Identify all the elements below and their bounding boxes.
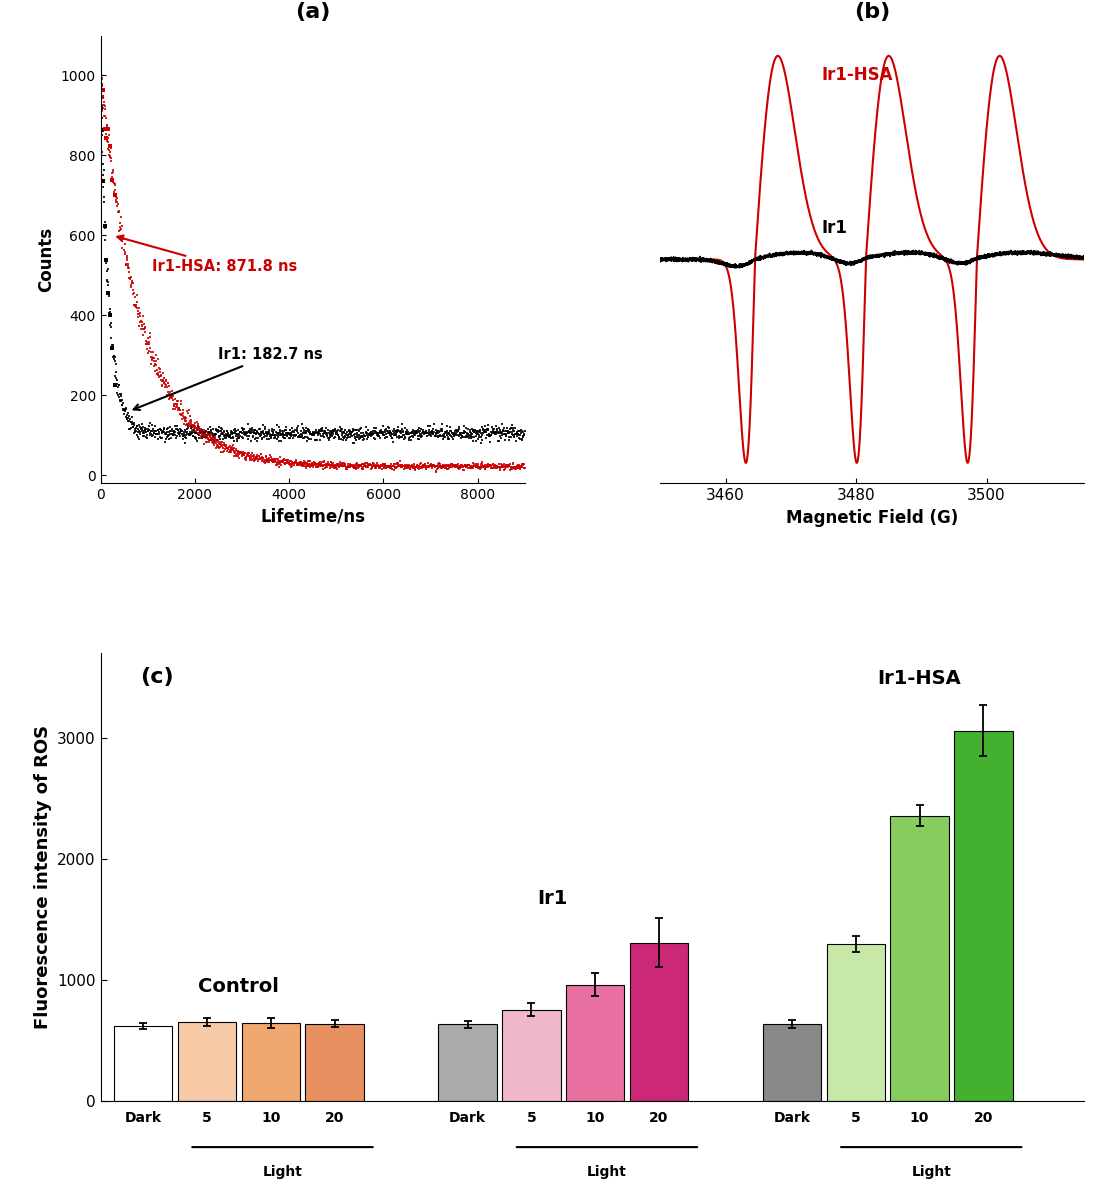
- Text: Ir1: Ir1: [538, 888, 568, 907]
- Bar: [954, 731, 1013, 1101]
- Bar: [502, 1010, 560, 1101]
- Y-axis label: Counts: Counts: [37, 227, 55, 292]
- X-axis label: Lifetime/ns: Lifetime/ns: [260, 508, 366, 526]
- Text: Ir1-HSA: Ir1-HSA: [822, 66, 893, 84]
- Text: Light: Light: [911, 1165, 951, 1179]
- Text: Light: Light: [587, 1165, 627, 1179]
- Bar: [890, 816, 949, 1101]
- Bar: [438, 1024, 496, 1101]
- Bar: [566, 985, 625, 1101]
- Y-axis label: Fluorescence intensity of ROS: Fluorescence intensity of ROS: [34, 725, 51, 1029]
- Bar: [178, 1022, 236, 1101]
- Bar: [762, 1024, 822, 1101]
- Bar: [826, 944, 885, 1101]
- Text: (b): (b): [854, 2, 891, 22]
- Text: Light: Light: [263, 1165, 303, 1179]
- Text: Ir1-HSA: 871.8 ns: Ir1-HSA: 871.8 ns: [117, 236, 297, 275]
- Text: Control: Control: [199, 977, 280, 996]
- Bar: [305, 1024, 363, 1101]
- Text: Ir1: 182.7 ns: Ir1: 182.7 ns: [134, 347, 323, 410]
- Text: Ir1-HSA: Ir1-HSA: [878, 669, 961, 688]
- Text: (c): (c): [140, 667, 173, 687]
- Bar: [629, 942, 689, 1101]
- Text: (a): (a): [295, 2, 330, 22]
- Bar: [241, 1023, 300, 1101]
- Text: Ir1: Ir1: [822, 219, 847, 237]
- X-axis label: Magnetic Field (G): Magnetic Field (G): [786, 509, 958, 527]
- Bar: [114, 1027, 172, 1101]
